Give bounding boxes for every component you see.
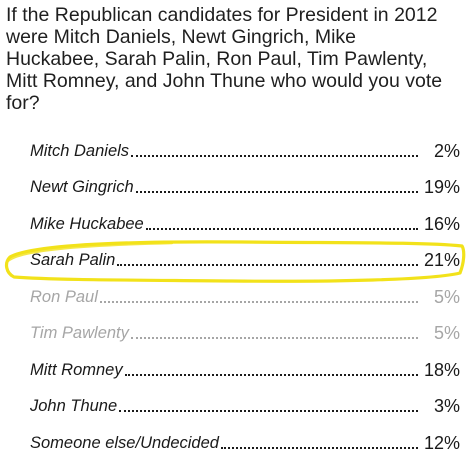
result-row-ron-paul: Ron Paul 5% bbox=[30, 279, 460, 316]
candidate-name: Mitch Daniels bbox=[30, 141, 130, 160]
result-row-someone-else: Someone else/Undecided 12% bbox=[30, 425, 460, 462]
dot-leader bbox=[99, 299, 418, 303]
result-row-tim-pawlenty: Tim Pawlenty 5% bbox=[30, 316, 460, 353]
poll-question: If the Republican candidates for Preside… bbox=[6, 4, 443, 114]
result-row-sarah-palin: Sarah Palin 21% bbox=[30, 243, 460, 280]
candidate-percentage: 5% bbox=[433, 323, 460, 344]
candidate-percentage: 12% bbox=[423, 432, 460, 453]
candidate-percentage: 19% bbox=[423, 177, 460, 198]
result-row-john-thune: John Thune 3% bbox=[30, 389, 460, 426]
dot-leader bbox=[117, 262, 418, 267]
result-row-mitch-daniels: Mitch Daniels 2% bbox=[30, 133, 460, 170]
candidate-name: Ron Paul bbox=[30, 287, 98, 306]
candidate-percentage: 5% bbox=[433, 286, 460, 307]
candidate-name: Mike Huckabee bbox=[30, 214, 144, 233]
candidate-percentage: 2% bbox=[433, 140, 460, 161]
results-list: Mitch Daniels 2% Newt Gingrich 19% Mike … bbox=[30, 133, 460, 462]
candidate-name: Newt Gingrich bbox=[30, 178, 134, 197]
result-row-newt-gingrich: Newt Gingrich 19% bbox=[30, 170, 460, 207]
dot-leader bbox=[145, 226, 418, 230]
candidate-name: John Thune bbox=[30, 397, 118, 416]
dot-leader bbox=[135, 189, 418, 194]
dot-leader bbox=[124, 372, 418, 376]
dot-leader bbox=[130, 335, 418, 340]
candidate-percentage: 18% bbox=[423, 359, 460, 380]
candidate-name: Sarah Palin bbox=[30, 251, 116, 270]
result-row-mike-huckabee: Mike Huckabee 16% bbox=[30, 206, 460, 243]
candidate-name: Someone else/Undecided bbox=[30, 433, 219, 452]
dot-leader bbox=[131, 153, 418, 157]
dot-leader bbox=[119, 408, 418, 413]
candidate-percentage: 21% bbox=[423, 250, 460, 271]
candidate-name: Tim Pawlenty bbox=[30, 324, 129, 343]
candidate-percentage: 3% bbox=[433, 396, 460, 417]
result-row-mitt-romney: Mitt Romney 18% bbox=[30, 352, 460, 389]
candidate-name: Mitt Romney bbox=[30, 360, 123, 379]
dot-leader bbox=[220, 445, 418, 449]
candidate-percentage: 16% bbox=[423, 213, 460, 234]
